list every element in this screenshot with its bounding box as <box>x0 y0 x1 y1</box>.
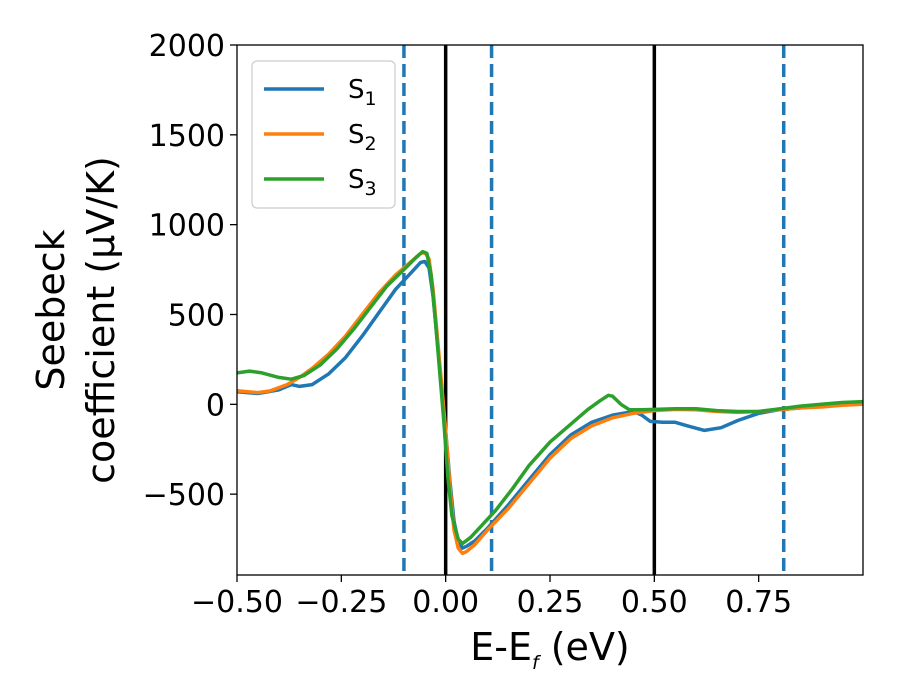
legend-label-s2: S2 <box>348 120 377 155</box>
x-axis-label: E-Ef (eV) <box>470 625 630 674</box>
x-axis-ticks: −0.50 −0.25 0.00 0.25 0.50 0.75 <box>191 575 792 620</box>
y-axis-ticks: −500 0 500 1000 1500 2000 <box>143 29 237 513</box>
y-tick-label: 1000 <box>149 209 225 244</box>
y-axis-label-line1: Seebeck <box>29 229 73 390</box>
x-tick-label: 0.75 <box>725 585 792 620</box>
y-axis-label-line2: coefficient (μV/K) <box>79 156 123 484</box>
x-tick-label: 0.25 <box>517 585 584 620</box>
series-line-s3 <box>237 249 863 546</box>
y-tick-label: 500 <box>168 298 225 333</box>
y-tick-label: 2000 <box>149 29 225 64</box>
x-tick-label: −0.50 <box>191 585 283 620</box>
vertical-lines <box>402 45 786 575</box>
x-tick-label: −0.25 <box>295 585 387 620</box>
legend: S1 S2 S3 <box>251 60 396 209</box>
series-line-s2 <box>237 250 863 556</box>
x-tick-label: 0.50 <box>621 585 688 620</box>
legend-label-s3: S3 <box>348 165 377 200</box>
series-lines <box>237 249 863 556</box>
y-tick-label: 1500 <box>149 119 225 154</box>
y-axis-label: Seebeck coefficient (μV/K) <box>29 156 123 484</box>
x-tick-label: 0.00 <box>412 585 479 620</box>
series-line-s1 <box>237 259 863 550</box>
legend-label-s1: S1 <box>348 75 377 110</box>
y-tick-label: −500 <box>143 478 225 513</box>
y-tick-label: 0 <box>206 388 225 423</box>
